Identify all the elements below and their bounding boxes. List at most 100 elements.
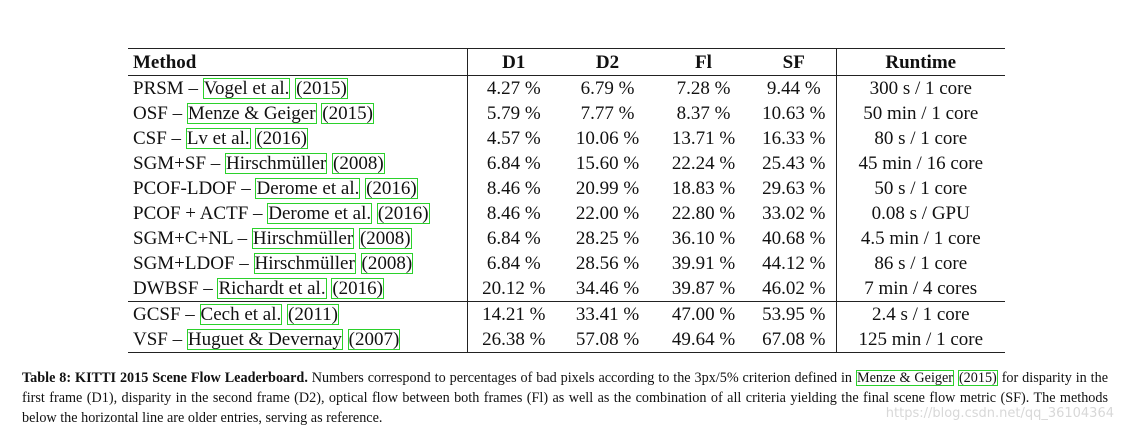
method-name: DWBSF – [133, 278, 213, 299]
citation-year-link[interactable]: (2008) [358, 228, 412, 249]
value-cell: 25.43 % [752, 151, 837, 176]
leaderboard-table: Method D1 D2 Fl SF Runtime PRSM – Vogel et al… [128, 48, 1005, 353]
value-cell: 36.10 % [671, 228, 736, 249]
header-cell: Method [128, 48, 468, 76]
value-cell: 7.28 % [676, 78, 731, 99]
citation-year-link[interactable]: (2016) [365, 178, 418, 199]
method-cell: SGM+LDOF – Hirschmüller (2008) [128, 251, 468, 276]
citation-link[interactable]: Derome et al. [267, 203, 373, 224]
value-cell: 4.57 % [486, 128, 541, 149]
method-cell: CSF – Lv et al. (2016) [128, 126, 468, 151]
citation-link[interactable]: Hirschmüller [253, 253, 356, 274]
method-name: PCOF + ACTF – [133, 203, 263, 224]
value-cell: 2.4 s / 1 core [836, 301, 1005, 327]
citation-year-link[interactable]: (2015) [295, 78, 348, 99]
value-cell: 10.63 % [752, 101, 837, 126]
watermark: https://blog.csdn.net/qq_36104364 [885, 406, 1114, 421]
method-name: VSF – [133, 329, 183, 350]
value-cell: 67.08 % [752, 327, 837, 353]
value-cell: 50 s / 1 core [874, 178, 968, 199]
value-cell: 9.44 % [752, 75, 837, 101]
caption-label: Table 8: [22, 370, 72, 386]
citation-year-link[interactable]: (2007) [347, 329, 401, 350]
value-cell: 15.60 % [575, 153, 640, 174]
value-cell: 26.38 % [467, 327, 560, 353]
citation-year-link[interactable]: (2008) [360, 253, 414, 274]
value-cell: 39.91 % [671, 253, 736, 274]
header-cell: Runtime [836, 48, 1005, 76]
citation-year-link[interactable]: (2016) [376, 203, 430, 224]
citation-link[interactable]: Menze & Geiger [855, 370, 955, 386]
citation-year-link[interactable]: (2016) [255, 128, 308, 149]
value-cell: 53.95 % [752, 301, 837, 327]
value-cell: 39.87 % [671, 278, 736, 299]
value-cell: 80 s / 1 core [874, 128, 968, 149]
value-cell: 8.37 % [676, 103, 731, 124]
value-cell: 33.02 % [752, 201, 837, 226]
value-cell: 7.77 % [580, 103, 635, 124]
citation-year-link[interactable]: (2008) [332, 153, 385, 174]
value-cell: 45 min / 16 core [858, 153, 984, 174]
value-cell: 22.24 % [671, 153, 736, 174]
value-cell: 18.83 % [671, 178, 736, 199]
table-row: GCSF – Cech et al. (2011) 14.21 % 33.41 % 4… [128, 301, 1005, 327]
caption-text: for disparity in the first frame (D1), d… [22, 370, 1109, 426]
value-cell: 47.00 % [655, 301, 752, 327]
table-row: CSF – Lv et al. (2016) 4.57 % 10.06 % 13.71… [128, 126, 1005, 151]
value-cell: 44.12 % [752, 251, 837, 276]
table-row: SGM+C+NL – Hirschmüller (2008) 6.84 % 28.2… [128, 226, 1005, 251]
header-cell: D2 [560, 48, 655, 76]
method-name: OSF – [133, 103, 183, 124]
header-cell: SF [752, 48, 837, 76]
table-row: OSF – Menze & Geiger (2015) 5.79 % 7.77 % 8… [128, 101, 1005, 126]
table-row: PRSM – Vogel et al. (2015) 4.27 % 6.79 % 7.… [128, 75, 1005, 101]
citation-link[interactable]: Huguet & Devernay [186, 329, 343, 350]
value-cell: 22.00 % [575, 203, 640, 224]
method-cell: DWBSF – Richardt et al. (2016) [128, 276, 468, 302]
citation-link[interactable]: Lv et al. [185, 128, 251, 149]
method-cell: PCOF + ACTF – Derome et al. (2016) [128, 201, 468, 226]
value-cell: 33.41 % [560, 301, 655, 327]
value-cell: 6.84 % [486, 153, 541, 174]
value-cell: 86 s / 1 core [874, 253, 968, 274]
citation-link[interactable]: Menze & Geiger [186, 103, 317, 124]
method-cell: PCOF-LDOF – Derome et al. (2016) [128, 176, 468, 201]
header-cell: Fl [655, 48, 752, 76]
table-row: SGM+SF – Hirschmüller (2008) 6.84 % 15.60 … [128, 151, 1005, 176]
table-row: PCOF-LDOF – Derome et al. (2016) 8.46 % 20… [128, 176, 1005, 201]
citation-year-link[interactable]: (2015) [321, 103, 374, 124]
value-cell: 4.5 min / 1 core [860, 228, 981, 249]
value-cell: 13.71 % [671, 128, 736, 149]
value-cell: 57.08 % [560, 327, 655, 353]
method-cell: VSF – Huguet & Devernay (2007) [128, 327, 468, 353]
table-body: PRSM – Vogel et al. (2015) 4.27 % 6.79 % 7.… [128, 75, 1005, 353]
value-cell: 28.56 % [575, 253, 640, 274]
method-name: PCOF-LDOF – [133, 178, 251, 199]
value-cell: 6.79 % [580, 78, 635, 99]
value-cell: 8.46 % [486, 203, 541, 224]
citation-link[interactable]: Vogel et al. [202, 78, 291, 99]
method-name: SGM+SF – [133, 153, 221, 174]
value-cell: 6.84 % [486, 253, 541, 274]
value-cell: 7 min / 4 cores [864, 278, 978, 299]
table-row: PCOF + ACTF – Derome et al. (2016) 8.46 %… [128, 201, 1005, 226]
citation-year-link[interactable]: (2011) [287, 304, 339, 325]
citation-year-link[interactable]: (2015) [957, 370, 998, 386]
method-cell: GCSF – Cech et al. (2011) [128, 301, 468, 327]
value-cell: 20.12 % [482, 278, 546, 299]
citation-link[interactable]: Hirschmüller [225, 153, 328, 174]
caption: Table 8: KITTI 2015 Scene Flow Leaderboa… [22, 368, 1108, 428]
citation-link[interactable]: Derome et al. [255, 178, 361, 199]
value-cell: 34.46 % [575, 278, 640, 299]
caption-text: Numbers correspond to percentages of bad… [311, 370, 853, 386]
method-name: PRSM – [133, 78, 198, 99]
method-cell: OSF – Menze & Geiger (2015) [128, 101, 468, 126]
citation-year-link[interactable]: (2016) [331, 278, 384, 299]
citation-link[interactable]: Cech et al. [199, 304, 283, 325]
value-cell: 125 min / 1 core [836, 327, 1005, 353]
citation-link[interactable]: Hirschmüller [251, 228, 355, 249]
value-cell: 14.21 % [467, 301, 560, 327]
citation-link[interactable]: Richardt et al. [217, 278, 327, 299]
value-cell: 10.06 % [575, 128, 640, 149]
